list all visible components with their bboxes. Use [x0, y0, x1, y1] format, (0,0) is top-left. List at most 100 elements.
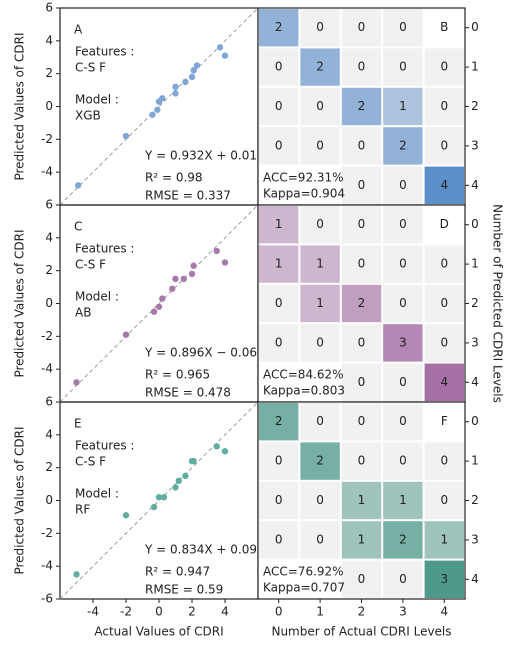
- x-tick-label: 2: [188, 605, 196, 619]
- x-tick-label: 4: [221, 605, 229, 619]
- cell-label: 1: [440, 532, 448, 546]
- annotation: Features :: [75, 242, 134, 256]
- cell-label: 4: [440, 178, 448, 192]
- cell: [383, 206, 423, 244]
- annotation: Kappa=0.904: [263, 187, 345, 201]
- annotation: Features :: [75, 439, 134, 453]
- y-tick-label: 2: [45, 460, 53, 474]
- cell: [259, 442, 299, 480]
- cell-label: 1: [399, 493, 407, 507]
- cell-label: 1: [275, 217, 283, 231]
- cell: [259, 481, 299, 520]
- annotation: Model :: [75, 290, 119, 304]
- point: [175, 477, 182, 484]
- identity-line: [59, 204, 259, 403]
- cell: [424, 324, 464, 362]
- point: [180, 275, 187, 283]
- cell: [341, 166, 382, 204]
- point: [73, 379, 80, 386]
- point: [122, 132, 130, 140]
- annotation: Features :: [75, 45, 134, 59]
- cell-label: 0: [399, 20, 407, 34]
- cell: [300, 284, 340, 323]
- annotation: RMSE = 0.337: [145, 189, 231, 203]
- cell: [383, 363, 423, 401]
- point: [172, 484, 179, 491]
- cell-label: 0: [316, 493, 324, 507]
- cell-label: 2: [358, 99, 366, 113]
- cell: [341, 481, 382, 520]
- y-tick-label: 4: [45, 33, 53, 47]
- panel-label: B: [440, 20, 448, 34]
- cell-label: 0: [358, 217, 366, 231]
- cell-label: 0: [399, 257, 407, 271]
- cell: [341, 245, 382, 283]
- annotation: Kappa=0.803: [263, 384, 345, 398]
- point: [213, 247, 220, 255]
- annotation: RMSE = 0.59: [145, 583, 223, 597]
- y-tick-label: 0: [471, 414, 479, 428]
- cell: [424, 87, 464, 126]
- y-tick-label: 4: [471, 572, 479, 586]
- cell-label: 0: [358, 20, 366, 34]
- cell: [341, 363, 382, 401]
- cell: [424, 284, 464, 323]
- cell-label: 0: [399, 178, 407, 192]
- y-tick-label: -2: [41, 329, 53, 343]
- cell-label: 0: [358, 414, 366, 428]
- cell: [300, 324, 340, 362]
- y-tick-label: 1: [471, 454, 479, 468]
- cell-label: 0: [316, 20, 324, 34]
- y-tick-label: 2: [471, 99, 479, 113]
- point: [73, 571, 80, 578]
- cell: [300, 442, 340, 480]
- annotation: Model :: [75, 93, 119, 107]
- y-tick-label: -2: [41, 526, 53, 540]
- cell: [259, 403, 299, 441]
- y-tick-label: -6: [41, 592, 53, 606]
- cell-label: 2: [275, 20, 283, 34]
- y-tick-label: 0: [471, 217, 479, 231]
- annotation: ACC=92.31%: [263, 171, 344, 185]
- x-tick-label: 0: [275, 605, 283, 619]
- y-tick-label: -4: [41, 559, 53, 573]
- cell-label: 0: [358, 335, 366, 349]
- cell-label: 0: [358, 572, 366, 586]
- cell: [341, 127, 382, 165]
- x-tick-label: 4: [440, 605, 448, 619]
- cell: [424, 166, 464, 204]
- identity-line: [59, 401, 259, 600]
- point: [74, 182, 82, 189]
- cell-label: 1: [399, 99, 407, 113]
- point: [216, 44, 224, 51]
- cell-label: 2: [316, 60, 324, 74]
- cell: [424, 521, 464, 559]
- cell-label: 2: [316, 454, 324, 468]
- cell: [383, 87, 423, 126]
- cell-label: 4: [440, 375, 448, 389]
- cell-label: 0: [275, 60, 283, 74]
- cell: [300, 87, 340, 126]
- cell: [300, 481, 340, 520]
- y-tick-label: 4: [471, 178, 479, 192]
- x-tick-label: -2: [120, 605, 132, 619]
- point: [172, 275, 179, 283]
- cell: [259, 245, 299, 283]
- cell: [383, 245, 423, 283]
- cell-label: 0: [399, 572, 407, 586]
- cell-label: 2: [399, 138, 407, 152]
- cell-label: 0: [275, 99, 283, 113]
- cell-label: 0: [358, 138, 366, 152]
- cell: [341, 442, 382, 480]
- cell-label: 0: [440, 493, 448, 507]
- cell: [383, 521, 423, 559]
- identity-line: [59, 7, 259, 206]
- cell-label: 1: [316, 257, 324, 271]
- cell: [424, 48, 464, 86]
- cell-label: 0: [316, 414, 324, 428]
- y-tick-label: 4: [45, 427, 53, 441]
- cell: [341, 87, 382, 126]
- y-tick-label: 0: [471, 20, 479, 34]
- cell: [424, 560, 464, 598]
- x-tick-label: -4: [87, 605, 99, 619]
